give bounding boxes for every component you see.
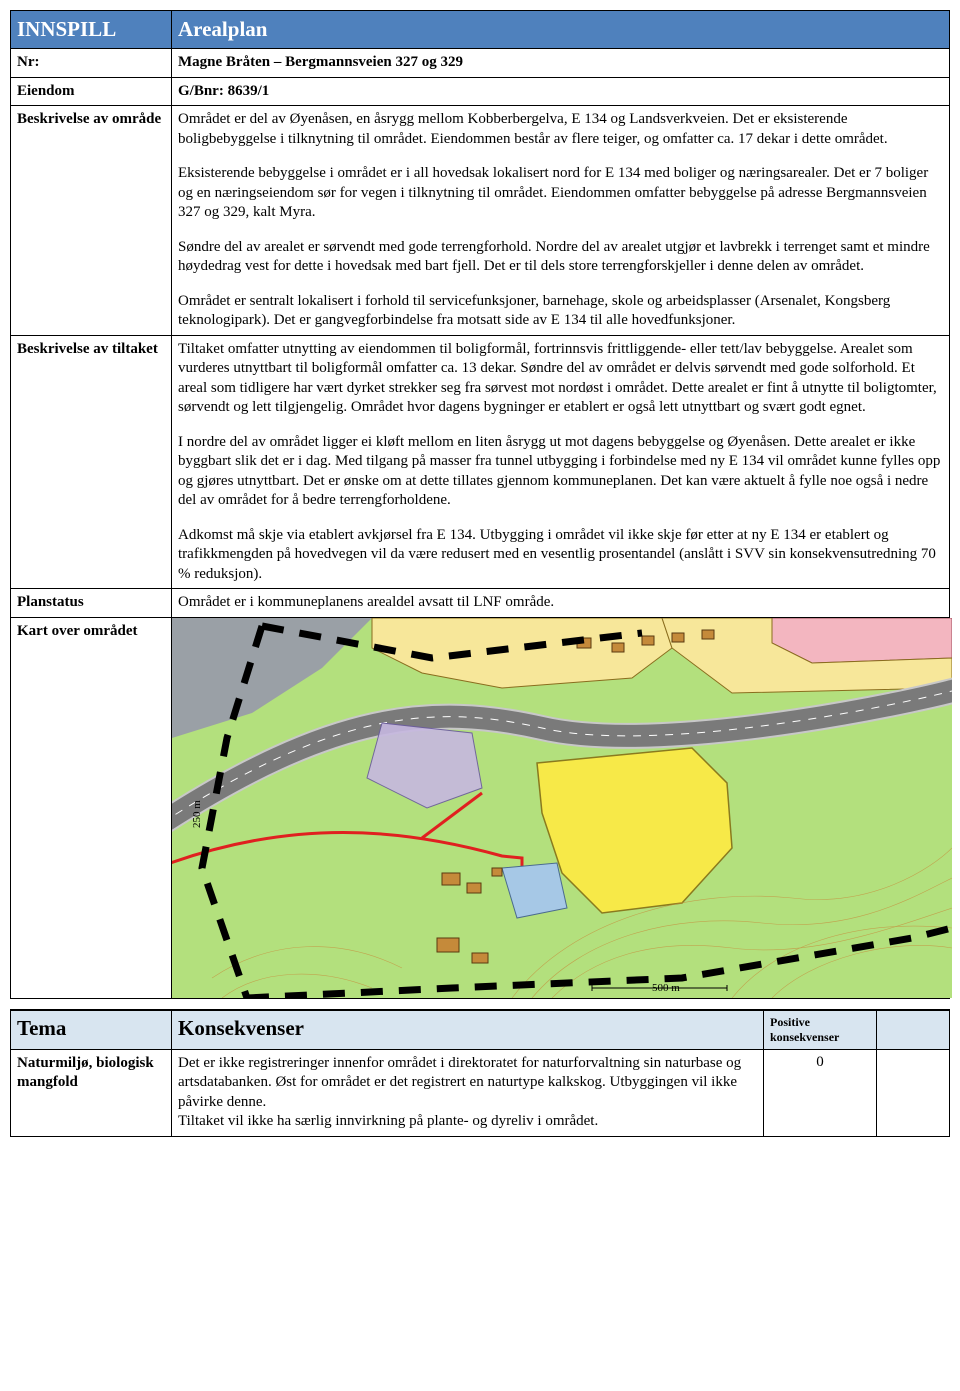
- konsekvenser-header-mid: Konsekvenser: [172, 1010, 764, 1049]
- para: Området er del av Øyenåsen, en åsrygg me…: [178, 110, 943, 149]
- positive-natur: 0: [764, 1050, 877, 1136]
- row-beskrivelse-tiltaket: Beskrivelse av tiltaket Tiltaket omfatte…: [11, 336, 949, 590]
- tema-natur: Naturmiljø, biologisk mangfold: [11, 1050, 172, 1136]
- row-kart: Kart over området: [11, 618, 949, 998]
- map-cell: 250 m 500 m: [172, 618, 952, 998]
- value-nr: Magne Bråten – Bergmannsveien 327 og 329: [172, 49, 949, 77]
- label-kart: Kart over området: [11, 618, 172, 998]
- label-beskrivelse-tiltaket: Beskrivelse av tiltaket: [11, 336, 172, 589]
- konsekvenser-header: Tema Konsekvenser Positive konsekvenser: [11, 1010, 949, 1050]
- tema-header: Tema: [11, 1010, 172, 1049]
- para: Eksisterende bebyggelse i området er i a…: [178, 164, 943, 223]
- konsekvens-natur: Det er ikke registreringer innenfor områ…: [172, 1050, 764, 1136]
- label-nr: Nr:: [11, 49, 172, 77]
- para: Adkomst må skje via etablert avkjørsel f…: [178, 526, 943, 585]
- positive-header: Positive konsekvenser: [764, 1010, 877, 1049]
- value-eiendom: G/Bnr: 8639/1: [172, 78, 949, 106]
- label-beskrivelse-omrade: Beskrivelse av område: [11, 106, 172, 335]
- main-table: INNSPILL Arealplan Nr: Magne Bråten – Be…: [10, 10, 950, 999]
- row-nr: Nr: Magne Bråten – Bergmannsveien 327 og…: [11, 49, 949, 78]
- row-eiendom: Eiendom G/Bnr: 8639/1: [11, 78, 949, 107]
- label-eiendom: Eiendom: [11, 78, 172, 106]
- value-planstatus: Området er i kommuneplanens arealdel avs…: [172, 589, 949, 617]
- value-beskrivelse-tiltaket: Tiltaket omfatter utnytting av eiendomme…: [172, 336, 949, 589]
- empty-header: [877, 1010, 949, 1049]
- konsekvenser-row-natur: Naturmiljø, biologisk mangfold Det er ik…: [11, 1050, 949, 1136]
- row-beskrivelse-omrade: Beskrivelse av område Området er del av …: [11, 106, 949, 336]
- header-row: INNSPILL Arealplan: [11, 11, 949, 49]
- row-planstatus: Planstatus Området er i kommuneplanens a…: [11, 589, 949, 618]
- para: I nordre del av området ligger ei kløft …: [178, 433, 943, 511]
- header-left: INNSPILL: [11, 11, 172, 48]
- para: Tiltaket omfatter utnytting av eiendomme…: [178, 340, 943, 418]
- para: Området er sentralt lokalisert i forhold…: [178, 292, 943, 331]
- konsekvenser-table: Tema Konsekvenser Positive konsekvenser …: [10, 1009, 950, 1137]
- header-right: Arealplan: [172, 11, 949, 48]
- para: Søndre del av arealet er sørvendt med go…: [178, 238, 943, 277]
- value-beskrivelse-omrade: Området er del av Øyenåsen, en åsrygg me…: [172, 106, 949, 335]
- label-planstatus: Planstatus: [11, 589, 172, 617]
- scale-250m: 250 m: [191, 800, 203, 828]
- map-svg: 250 m 500 m: [172, 618, 952, 998]
- empty-natur: [877, 1050, 949, 1136]
